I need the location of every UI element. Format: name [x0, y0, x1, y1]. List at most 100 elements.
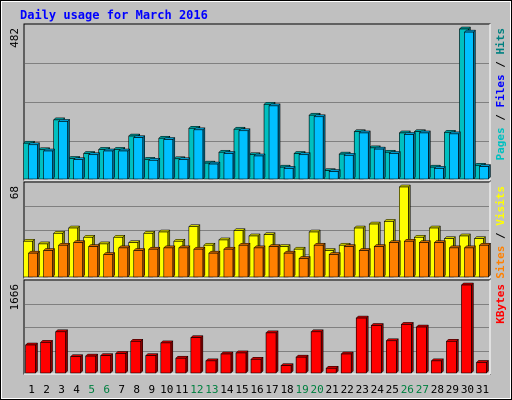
- x-tick-label-day-16: 16: [250, 383, 263, 396]
- bar-sites-day-26: [403, 238, 416, 278]
- bar-files-day-26: [403, 131, 416, 180]
- bar-sites-day-11: [178, 245, 191, 278]
- x-tick-label-day-6: 6: [103, 383, 110, 396]
- bar-files-day-19: [298, 152, 311, 180]
- x-tick-label-day-3: 3: [58, 383, 65, 396]
- x-tick-label-day-21: 21: [326, 383, 339, 396]
- bar-files-day-5: [88, 152, 101, 180]
- bar-files-day-30: [463, 29, 477, 180]
- bar-files-day-29: [448, 131, 462, 180]
- panel-visits_sites: 68 Sites / Visits: [8, 181, 507, 279]
- bar-kbytes-day-26: [400, 321, 414, 374]
- bar-sites-day-20: [313, 242, 326, 278]
- x-tick-label-day-15: 15: [235, 383, 248, 396]
- bar-kbytes-day-18: [280, 363, 294, 374]
- legend-part: Files: [494, 74, 507, 107]
- bar-files-day-28: [433, 165, 446, 180]
- bar-files-day-31: [478, 163, 492, 180]
- bar-sites-day-29: [448, 245, 462, 278]
- x-tick-label-day-11: 11: [175, 383, 188, 396]
- bar-kbytes-day-15: [235, 350, 249, 374]
- x-tick-label-day-2: 2: [43, 383, 50, 396]
- bar-sites-day-18: [283, 250, 296, 278]
- x-tick-label-day-27: 27: [416, 383, 429, 396]
- bar-sites-day-22: [343, 243, 356, 278]
- x-tick-label-day-17: 17: [265, 383, 278, 396]
- bar-kbytes-day-3: [54, 329, 69, 374]
- bar-files-day-15: [238, 128, 251, 180]
- bar-sites-day-27: [418, 239, 431, 278]
- bar-kbytes-day-7: [115, 350, 129, 374]
- bar-kbytes-day-2: [39, 339, 54, 374]
- x-tick-label-day-8: 8: [133, 383, 140, 396]
- bar-sites-day-28: [433, 239, 446, 278]
- bar-kbytes-day-27: [415, 324, 429, 374]
- bar-sites-day-14: [223, 246, 236, 278]
- bar-kbytes-day-4: [70, 354, 84, 374]
- bar-kbytes-day-23: [355, 315, 369, 374]
- legend-part: Sites: [494, 246, 507, 279]
- bar-sites-day-17: [268, 243, 281, 278]
- bar-sites-day-10: [163, 245, 176, 278]
- bar-kbytes-day-22: [340, 351, 354, 374]
- y-max-label: 68: [8, 186, 21, 199]
- x-tick-label-day-31: 31: [476, 383, 489, 396]
- bar-kbytes-day-28: [430, 358, 444, 374]
- x-tick-label-day-12: 12: [190, 383, 203, 396]
- bar-kbytes-day-9: [145, 352, 159, 374]
- bar-sites-day-31: [478, 242, 492, 278]
- bar-files-day-17: [268, 103, 281, 180]
- x-tick-label-day-13: 13: [205, 383, 218, 396]
- bar-kbytes-day-1: [24, 342, 39, 374]
- panel-legend: Sites / Visits: [494, 186, 507, 279]
- x-tick-label-day-19: 19: [295, 383, 308, 396]
- series-sites: [27, 238, 492, 278]
- bar-kbytes-day-24: [370, 322, 384, 374]
- y-max-label: 1666: [8, 284, 21, 311]
- legend-part: /: [494, 108, 507, 128]
- legend-part: /: [494, 226, 507, 246]
- bar-sites-day-13: [208, 250, 221, 278]
- bar-kbytes-day-14: [220, 351, 234, 374]
- bar-files-day-9: [148, 157, 161, 180]
- bar-files-day-4: [73, 157, 86, 180]
- x-tick-label-day-4: 4: [73, 383, 80, 396]
- x-tick-label-day-24: 24: [371, 383, 385, 396]
- bar-files-day-21: [328, 168, 341, 180]
- bar-kbytes-day-21: [325, 365, 339, 374]
- bar-sites-day-23: [358, 247, 371, 278]
- bar-files-day-12: [193, 127, 206, 180]
- x-tick-label-day-10: 10: [160, 383, 173, 396]
- bar-files-day-22: [343, 152, 356, 180]
- bar-sites-day-16: [253, 245, 266, 278]
- x-tick-label-day-18: 18: [280, 383, 293, 396]
- bar-kbytes-day-25: [385, 338, 399, 374]
- bar-kbytes-day-5: [85, 353, 99, 374]
- bar-kbytes-day-20: [310, 329, 324, 374]
- y-max-label: 482: [8, 28, 21, 48]
- x-tick-label-day-7: 7: [118, 383, 125, 396]
- bar-files-day-2: [42, 148, 56, 180]
- x-axis-labels: 1 2 3 4 5 6 7 8 9 10 11 12 13 14 15 16 17 18 19 20 21 22 23 24 2…: [28, 383, 489, 396]
- x-tick-label-day-14: 14: [220, 383, 234, 396]
- bar-files-day-23: [358, 130, 371, 180]
- bar-files-day-10: [163, 136, 176, 180]
- bar-files-day-7: [118, 148, 131, 180]
- bar-kbytes-day-29: [445, 338, 460, 374]
- x-tick-label-day-29: 29: [446, 383, 459, 396]
- bar-files-day-11: [178, 157, 191, 180]
- legend-part: KBytes: [494, 284, 507, 324]
- bar-sites-day-12: [193, 246, 206, 278]
- bar-files-day-8: [133, 135, 146, 180]
- series-kbytes: [24, 282, 490, 374]
- panel-hits_files_pages: 482 Pages / Files / Hits: [8, 23, 507, 181]
- x-tick-label-day-30: 30: [461, 383, 474, 396]
- bar-files-day-6: [103, 148, 116, 180]
- bar-files-day-14: [223, 150, 236, 180]
- x-tick-label-day-1: 1: [28, 383, 35, 396]
- bar-kbytes-day-12: [190, 335, 204, 374]
- x-tick-label-day-5: 5: [88, 383, 95, 396]
